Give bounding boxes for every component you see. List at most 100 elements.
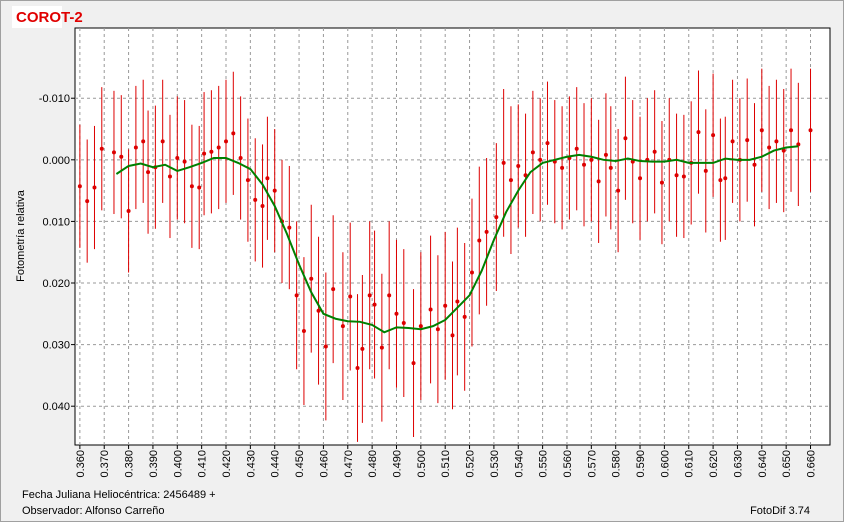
x-tick-label: 0.460: [318, 450, 330, 478]
data-point: [450, 333, 455, 338]
x-tick-label: 0.520: [465, 450, 477, 478]
x-tick-label: 0.560: [562, 450, 574, 478]
data-point: [752, 162, 757, 167]
data-point: [538, 157, 543, 162]
x-tick-label: 0.610: [684, 450, 696, 478]
data-point: [360, 346, 365, 351]
data-point: [133, 145, 138, 150]
data-point: [696, 130, 701, 135]
data-point: [379, 345, 384, 350]
x-tick-label: 0.630: [732, 450, 744, 478]
data-point: [316, 308, 321, 313]
title-box: [12, 6, 62, 28]
data-point: [781, 148, 786, 153]
y-tick-label: 0.010: [42, 216, 70, 228]
data-point: [99, 146, 104, 151]
data-point: [745, 138, 750, 143]
data-point: [462, 314, 467, 319]
data-point: [411, 361, 416, 366]
data-point: [209, 149, 214, 154]
data-point: [501, 160, 506, 165]
x-tick-label: 0.360: [75, 450, 87, 478]
x-tick-label: 0.500: [416, 450, 428, 478]
data-point: [331, 287, 336, 292]
data-point: [111, 150, 116, 155]
footer-observer: Observador: Alfonso Carreño: [22, 505, 164, 517]
data-point: [767, 145, 772, 150]
x-tick-label: 0.530: [489, 450, 501, 478]
data-point: [372, 302, 377, 307]
data-point: [182, 159, 187, 164]
data-point: [455, 299, 460, 304]
data-point: [77, 184, 82, 189]
data-point: [355, 366, 360, 371]
data-point: [167, 174, 172, 179]
data-point: [730, 139, 735, 144]
data-point: [160, 139, 165, 144]
data-point: [202, 151, 207, 156]
data-point: [808, 128, 813, 133]
data-point: [774, 139, 779, 144]
data-point: [530, 150, 535, 155]
y-tick-label: 0.040: [42, 401, 70, 413]
data-point: [703, 168, 708, 173]
x-tick-label: 0.550: [538, 450, 550, 478]
data-point: [253, 197, 258, 202]
y-tick-label: 0.000: [42, 155, 70, 167]
x-tick-label: 0.370: [99, 450, 111, 478]
data-point: [126, 208, 131, 213]
data-point: [287, 225, 292, 230]
data-point: [301, 329, 306, 334]
data-point: [294, 293, 299, 298]
data-point: [260, 204, 265, 209]
footer-software: FotoDif 3.74: [750, 505, 810, 517]
data-point: [582, 162, 587, 167]
x-tick-label: 0.440: [270, 450, 282, 478]
data-point: [560, 165, 565, 170]
x-tick-label: 0.410: [197, 450, 209, 478]
data-point: [545, 141, 550, 146]
data-point: [428, 307, 433, 312]
data-point: [638, 176, 643, 181]
data-point: [387, 293, 392, 298]
data-point: [197, 185, 202, 190]
x-tick-label: 0.650: [781, 450, 793, 478]
data-point: [623, 136, 628, 141]
footer-date: Fecha Juliana Heliocéntrica: 2456489 +: [22, 489, 216, 501]
data-point: [723, 176, 728, 181]
data-point: [711, 133, 716, 138]
data-point: [718, 178, 723, 183]
x-tick-label: 0.470: [343, 450, 355, 478]
x-tick-label: 0.450: [294, 450, 306, 478]
data-point: [216, 145, 221, 150]
data-point: [608, 165, 613, 170]
y-tick-label: -0.010: [39, 93, 70, 105]
x-tick-label: 0.600: [659, 450, 671, 478]
data-point: [616, 188, 621, 193]
x-tick-label: 0.640: [757, 450, 769, 478]
data-point: [789, 128, 794, 133]
data-point: [309, 276, 314, 281]
data-point: [603, 152, 608, 157]
data-point: [272, 188, 277, 193]
data-point: [401, 321, 406, 326]
x-tick-label: 0.490: [391, 450, 403, 478]
data-point: [574, 146, 579, 151]
data-point: [435, 327, 440, 332]
data-point: [189, 184, 194, 189]
data-point: [92, 185, 97, 190]
data-point: [681, 174, 686, 179]
data-point: [674, 173, 679, 178]
data-point: [175, 155, 180, 160]
data-point: [85, 199, 90, 204]
data-point: [348, 294, 353, 299]
x-tick-label: 0.660: [806, 450, 818, 478]
x-tick-label: 0.380: [124, 450, 136, 478]
data-point: [443, 303, 448, 308]
data-point: [589, 157, 594, 162]
x-tick-label: 0.420: [221, 450, 233, 478]
data-point: [231, 131, 236, 136]
y-axis-label: Fotometría relativa: [15, 189, 27, 282]
data-point: [367, 293, 372, 298]
